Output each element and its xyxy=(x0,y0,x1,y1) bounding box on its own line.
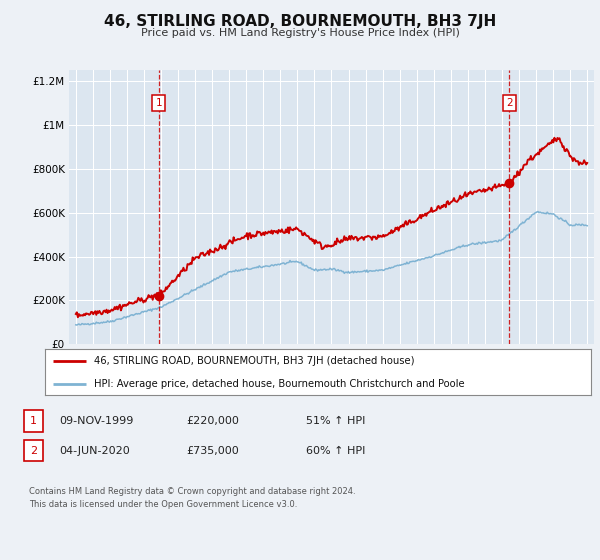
Text: 46, STIRLING ROAD, BOURNEMOUTH, BH3 7JH: 46, STIRLING ROAD, BOURNEMOUTH, BH3 7JH xyxy=(104,14,496,29)
Text: £735,000: £735,000 xyxy=(186,446,239,456)
Text: 09-NOV-1999: 09-NOV-1999 xyxy=(59,416,133,426)
Text: HPI: Average price, detached house, Bournemouth Christchurch and Poole: HPI: Average price, detached house, Bour… xyxy=(94,379,465,389)
Text: 1: 1 xyxy=(155,98,162,108)
Text: 46, STIRLING ROAD, BOURNEMOUTH, BH3 7JH (detached house): 46, STIRLING ROAD, BOURNEMOUTH, BH3 7JH … xyxy=(94,356,415,366)
Text: 51% ↑ HPI: 51% ↑ HPI xyxy=(306,416,365,426)
Text: 04-JUN-2020: 04-JUN-2020 xyxy=(59,446,130,456)
Text: 2: 2 xyxy=(506,98,512,108)
Text: Price paid vs. HM Land Registry's House Price Index (HPI): Price paid vs. HM Land Registry's House … xyxy=(140,28,460,38)
Text: 1: 1 xyxy=(30,416,37,426)
Text: 60% ↑ HPI: 60% ↑ HPI xyxy=(306,446,365,456)
Text: Contains HM Land Registry data © Crown copyright and database right 2024.
This d: Contains HM Land Registry data © Crown c… xyxy=(29,487,355,508)
Text: £220,000: £220,000 xyxy=(186,416,239,426)
Text: 2: 2 xyxy=(30,446,37,456)
